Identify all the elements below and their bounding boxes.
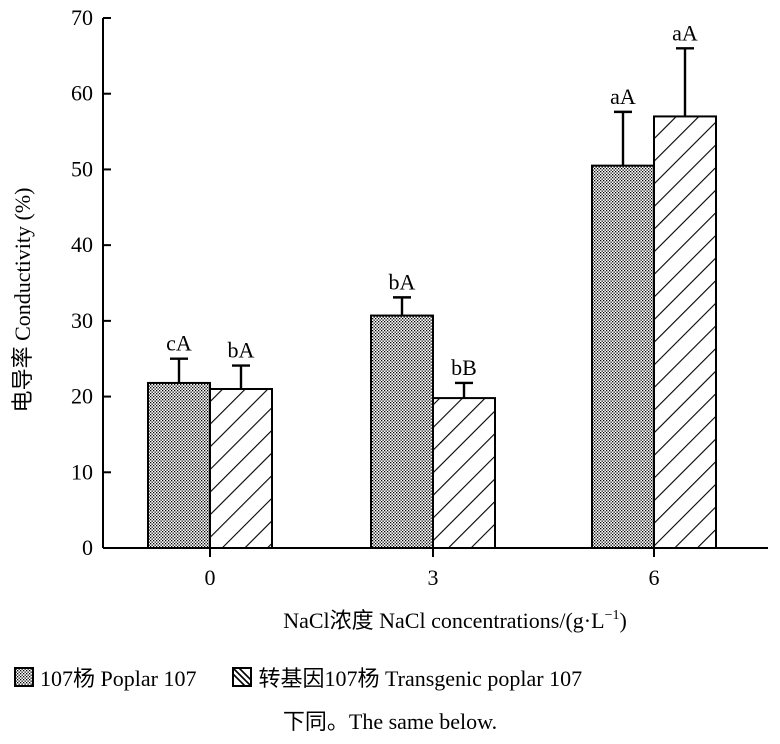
bar-poplar-107-0 [147,381,211,550]
y-tick-label: 0 [82,535,93,560]
significance-label: aA [610,84,636,109]
x-axis-title-close: ) [619,608,626,633]
bar-transgenic-0 [209,388,273,549]
bar-poplar-107-3 [370,314,434,549]
significance-label: bA [228,338,255,363]
x-axis-title-superscript: −1 [605,608,620,623]
significance-label: cA [166,331,192,356]
legend-label-transgenic-poplar-107: 转基因107杨 Transgenic poplar 107 [258,666,583,691]
x-axis-title-main: NaCl浓度 NaCl concentrations/(g·L [283,608,604,633]
significance-label: bA [389,269,416,294]
x-tick-label: 6 [649,565,660,590]
y-tick-label: 30 [71,308,93,333]
legend-item-transgenic-poplar-107: 转基因107杨 Transgenic poplar 107 [232,661,582,693]
hatched-swatch-icon [232,667,253,687]
bar-transgenic-3 [432,397,496,550]
legend-label-poplar-107: 107杨 Poplar 107 [40,666,197,691]
legend-item-poplar-107: 107杨 Poplar 107 [14,661,196,693]
significance-label: bB [451,355,477,380]
y-tick-label: 10 [71,459,93,484]
y-tick-label: 70 [71,5,93,30]
legend: 107杨 Poplar 107 转基因107杨 Transgenic popla… [14,660,618,694]
bar-transgenic-6 [653,115,717,550]
x-ticks: 0 3 6 [205,548,660,590]
caption-note: 下同。The same below. [282,709,498,734]
x-tick-label: 3 [428,565,439,590]
bar-chart: 0 10 20 30 40 50 60 70 cA bA bA bB aA aA 0 3 6 电导率 Con… [10,5,768,633]
dotted-swatch-icon [14,667,34,687]
significance-labels: cA bA bA bB aA aA [166,20,698,380]
y-axis-title: 电导率 Conductivity (%) [10,188,35,413]
x-axis-title: NaCl浓度 NaCl concentrations/(g·L−1) [283,608,627,633]
y-tick-label: 50 [71,156,93,181]
y-tick-label: 60 [71,81,93,106]
y-tick-label: 20 [71,384,93,409]
significance-label: aA [672,20,698,45]
bar-poplar-107-6 [591,164,655,549]
bars-group [147,115,717,550]
y-tick-label: 40 [71,232,93,257]
error-bars-group [170,47,694,399]
y-ticks: 0 10 20 30 40 50 60 70 [71,5,111,560]
x-tick-label: 0 [205,565,216,590]
